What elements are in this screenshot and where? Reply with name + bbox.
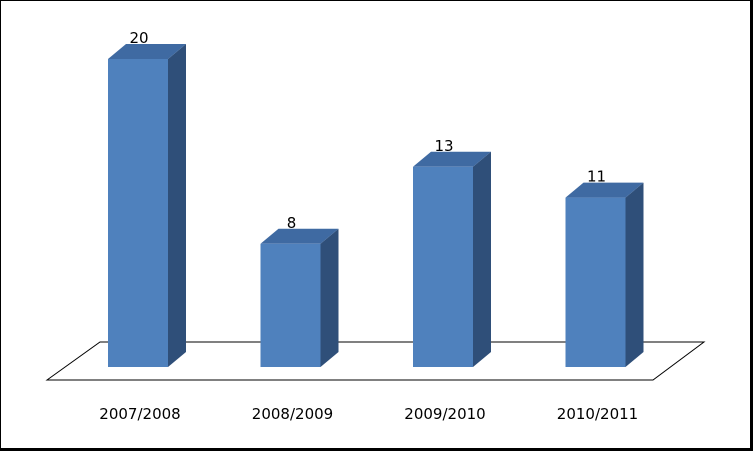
bar-top-2009-2010: [413, 151, 491, 167]
bar-top-2010-2011: [565, 182, 644, 198]
bar-front-2009-2010: [413, 166, 473, 367]
bar-top-2008-2009: [260, 228, 339, 244]
bar-2009-2010: [413, 151, 491, 367]
category-label-2007-2008: 2007/2008: [99, 405, 180, 423]
category-label-2009-2010: 2009/2010: [404, 405, 485, 423]
bar-front-2008-2009: [260, 243, 321, 367]
bars-group: [108, 44, 644, 367]
bar-side-2008-2009: [320, 228, 339, 367]
category-label-2008-2009: 2008/2009: [252, 405, 333, 423]
chart-floor: [45, 341, 706, 381]
bar-top-2007-2008: [108, 44, 186, 59]
bar-2007-2008: [108, 44, 186, 367]
category-labels-group: 2007/2008 2008/2009 2009/2010 2010/2011: [99, 405, 638, 423]
category-label-2010-2011: 2010/2011: [557, 405, 638, 423]
data-label-2010-2011: 11: [587, 168, 606, 186]
bar-front-2010-2011: [565, 197, 626, 367]
bar-side-2010-2011: [625, 182, 644, 367]
bar-side-2009-2010: [473, 151, 491, 367]
bar-front-2007-2008: [108, 59, 168, 367]
bar-2010-2011: [565, 182, 644, 367]
data-labels-group: 20 8 13 11: [129, 29, 606, 232]
data-label-2009-2010: 13: [434, 137, 453, 155]
data-label-2007-2008: 20: [129, 29, 148, 47]
bar-2008-2009: [260, 228, 339, 367]
data-label-2008-2009: 8: [287, 214, 297, 232]
bar-side-2007-2008: [168, 44, 186, 367]
